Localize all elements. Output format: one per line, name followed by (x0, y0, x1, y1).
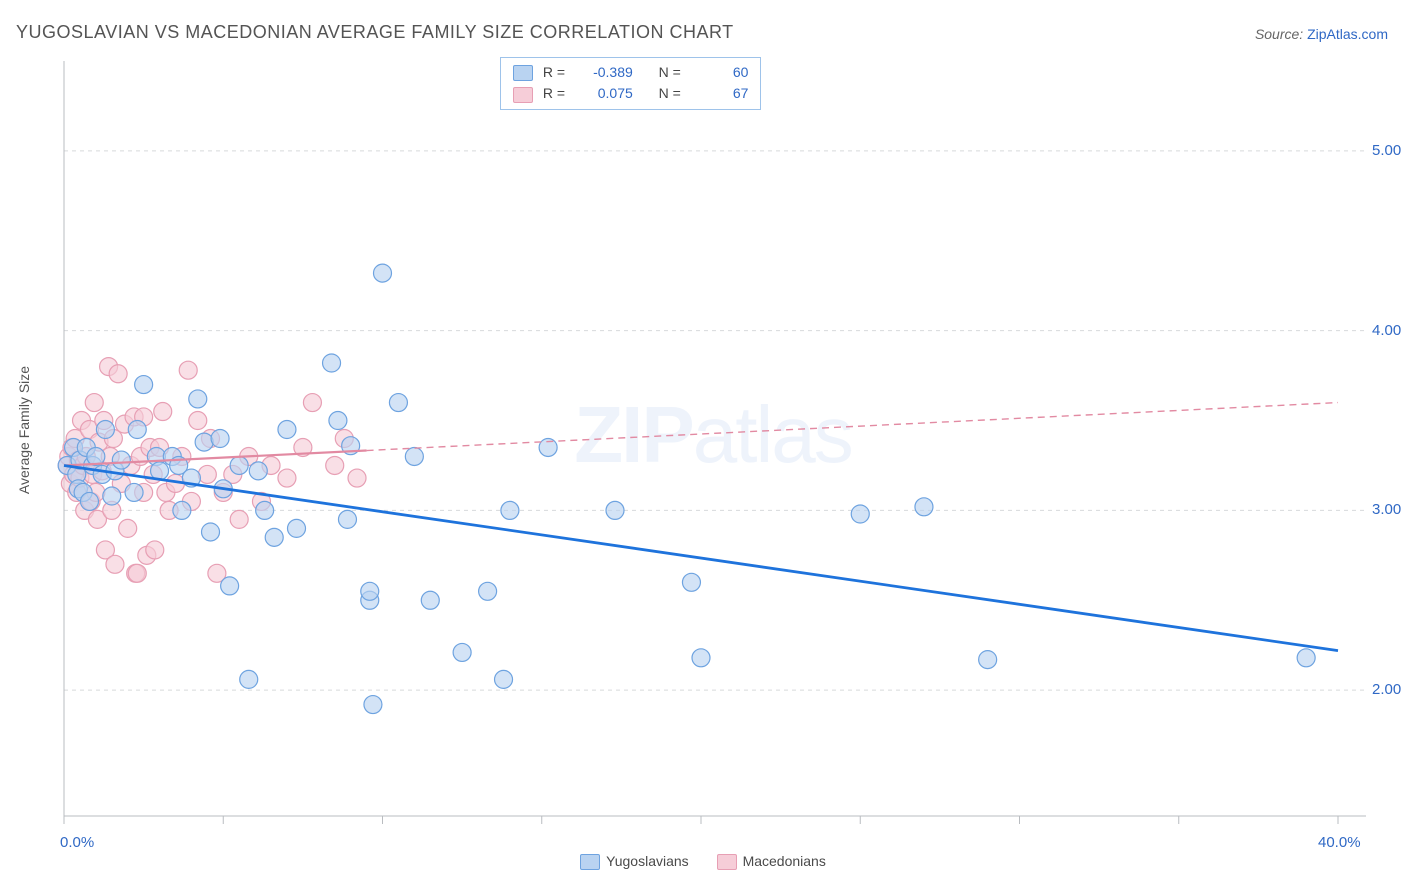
y-tick-0: 2.00 (1372, 681, 1401, 698)
source-value: ZipAtlas.com (1307, 26, 1388, 42)
x-tick-min: 0.0% (60, 834, 94, 851)
y-tick-3: 5.00 (1372, 142, 1401, 159)
legend-row-1: R = -0.389 N = 60 (511, 62, 750, 83)
n-label-1: N = (659, 64, 689, 80)
n-label-2: N = (659, 85, 689, 101)
scatter-plot-svg (48, 56, 1378, 832)
n-value-1: 60 (692, 64, 748, 80)
r-value-1: -0.389 (577, 64, 633, 80)
source-label: Source: (1255, 26, 1303, 42)
y-tick-2: 4.00 (1372, 322, 1401, 339)
r-label-1: R = (543, 64, 573, 80)
source-attribution: Source: ZipAtlas.com (1255, 26, 1388, 42)
n-value-2: 67 (692, 85, 748, 101)
series-legend: Yugoslavians Macedonians (0, 852, 1406, 870)
legend-item-2: Macedonians (717, 853, 826, 870)
legend-label-1: Yugoslavians (606, 853, 689, 869)
legend-label-2: Macedonians (743, 853, 826, 869)
x-tick-max: 40.0% (1318, 834, 1361, 851)
legend-row-2: R = 0.075 N = 67 (511, 83, 750, 104)
correlation-legend: R = -0.389 N = 60 R = 0.075 N = 67 (500, 57, 761, 110)
y-axis-label: Average Family Size (16, 366, 32, 494)
legend-item-1: Yugoslavians (580, 853, 689, 870)
y-tick-1: 3.00 (1372, 501, 1401, 518)
swatch-series-1 (513, 65, 533, 81)
r-label-2: R = (543, 85, 573, 101)
swatch-series-1b (580, 854, 600, 870)
chart-title: YUGOSLAVIAN VS MACEDONIAN AVERAGE FAMILY… (16, 22, 734, 43)
swatch-series-2b (717, 854, 737, 870)
swatch-series-2 (513, 87, 533, 103)
plot-area: ZIPatlas R = -0.389 N = 60 R = 0.075 N =… (48, 56, 1378, 832)
r-value-2: 0.075 (577, 85, 633, 101)
chart-container: YUGOSLAVIAN VS MACEDONIAN AVERAGE FAMILY… (0, 0, 1406, 892)
